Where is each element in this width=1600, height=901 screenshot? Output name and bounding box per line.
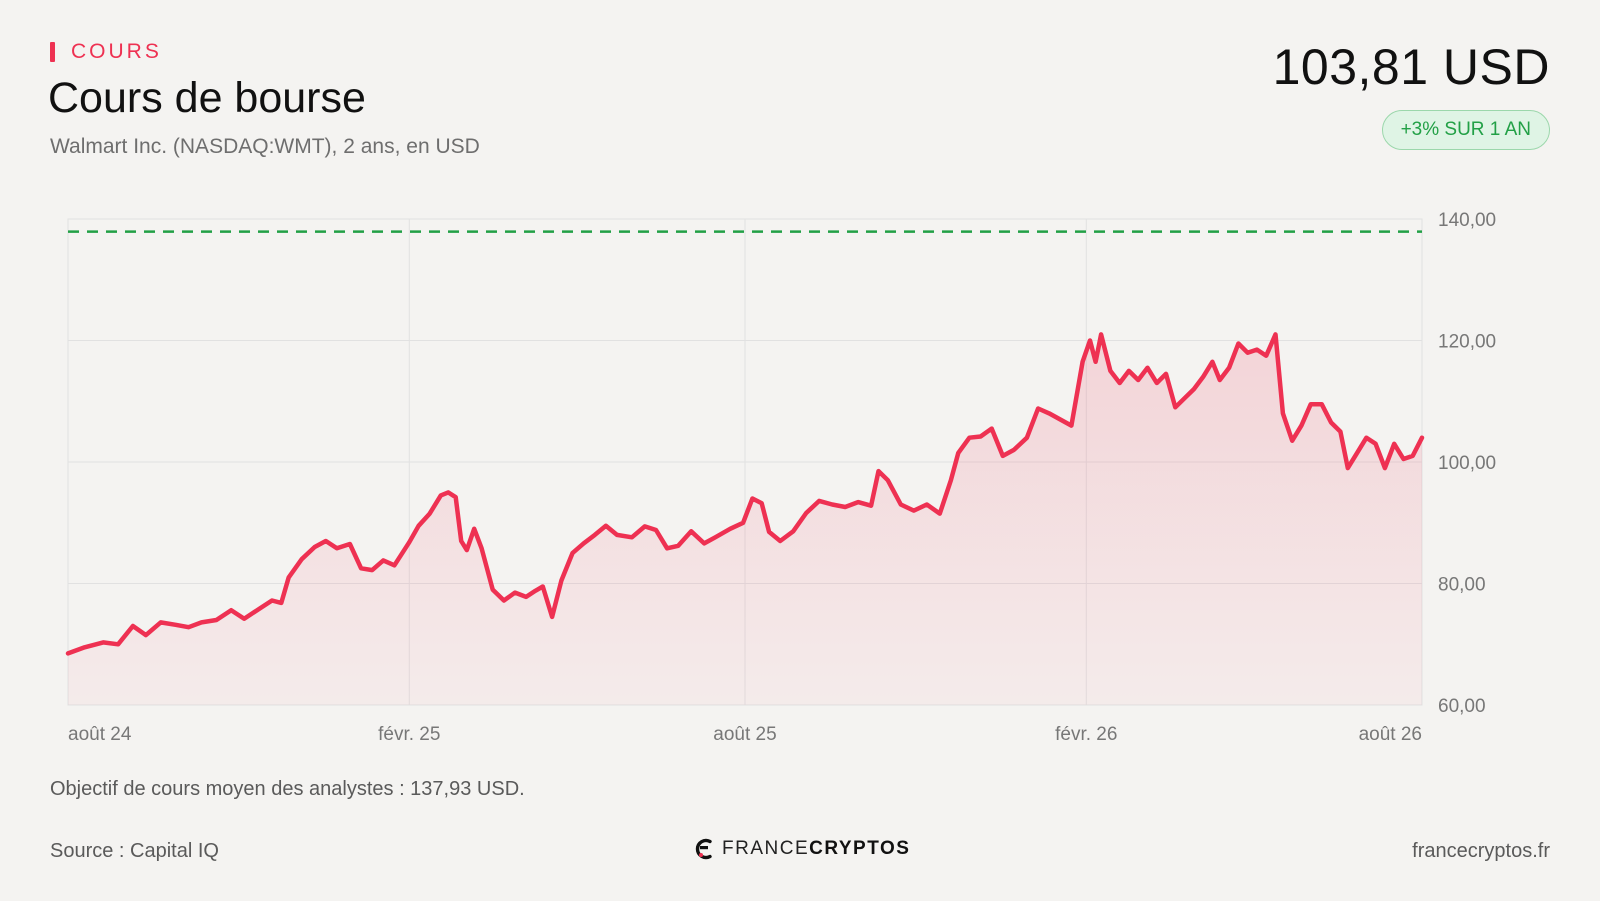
price-series-line xyxy=(65,332,1425,656)
change-badge: +3% SUR 1 AN xyxy=(1381,110,1550,150)
eyebrow-label: COURS xyxy=(71,40,162,63)
chart-subtitle: Walmart Inc. (NASDAQ:WMT), 2 ans, en USD xyxy=(50,135,480,158)
y-tick-label: 120,00 xyxy=(1438,332,1496,353)
francecryptos-logo-icon xyxy=(695,838,712,860)
x-tick-label: août 26 xyxy=(1359,724,1422,745)
current-price: 103,81 USD xyxy=(1272,39,1550,95)
y-tick-label: 60,00 xyxy=(1438,696,1486,717)
x-tick-label: août 24 xyxy=(68,724,132,745)
source-label: Source : Capital IQ xyxy=(50,840,219,862)
x-tick-label: août 25 xyxy=(713,724,776,745)
logo-text-bold: CRYPTOS xyxy=(809,838,911,859)
eyebrow-accent-bar xyxy=(50,42,55,62)
logo-text-light: FRANCE xyxy=(722,838,810,859)
analyst-target-note: Objectif de cours moyen des analystes : … xyxy=(50,778,525,800)
site-link[interactable]: francecryptos.fr xyxy=(1412,840,1550,862)
section-eyebrow: COURS xyxy=(50,40,162,64)
y-tick-label: 80,00 xyxy=(1438,575,1486,596)
page-title: Cours de bourse xyxy=(48,74,366,122)
y-tick-label: 140,00 xyxy=(1438,210,1496,231)
x-tick-label: févr. 25 xyxy=(378,724,440,745)
x-tick-label: févr. 26 xyxy=(1055,724,1117,745)
y-tick-label: 100,00 xyxy=(1438,453,1496,474)
brand-logo[interactable]: FRANCE CRYPTOS xyxy=(694,838,910,860)
